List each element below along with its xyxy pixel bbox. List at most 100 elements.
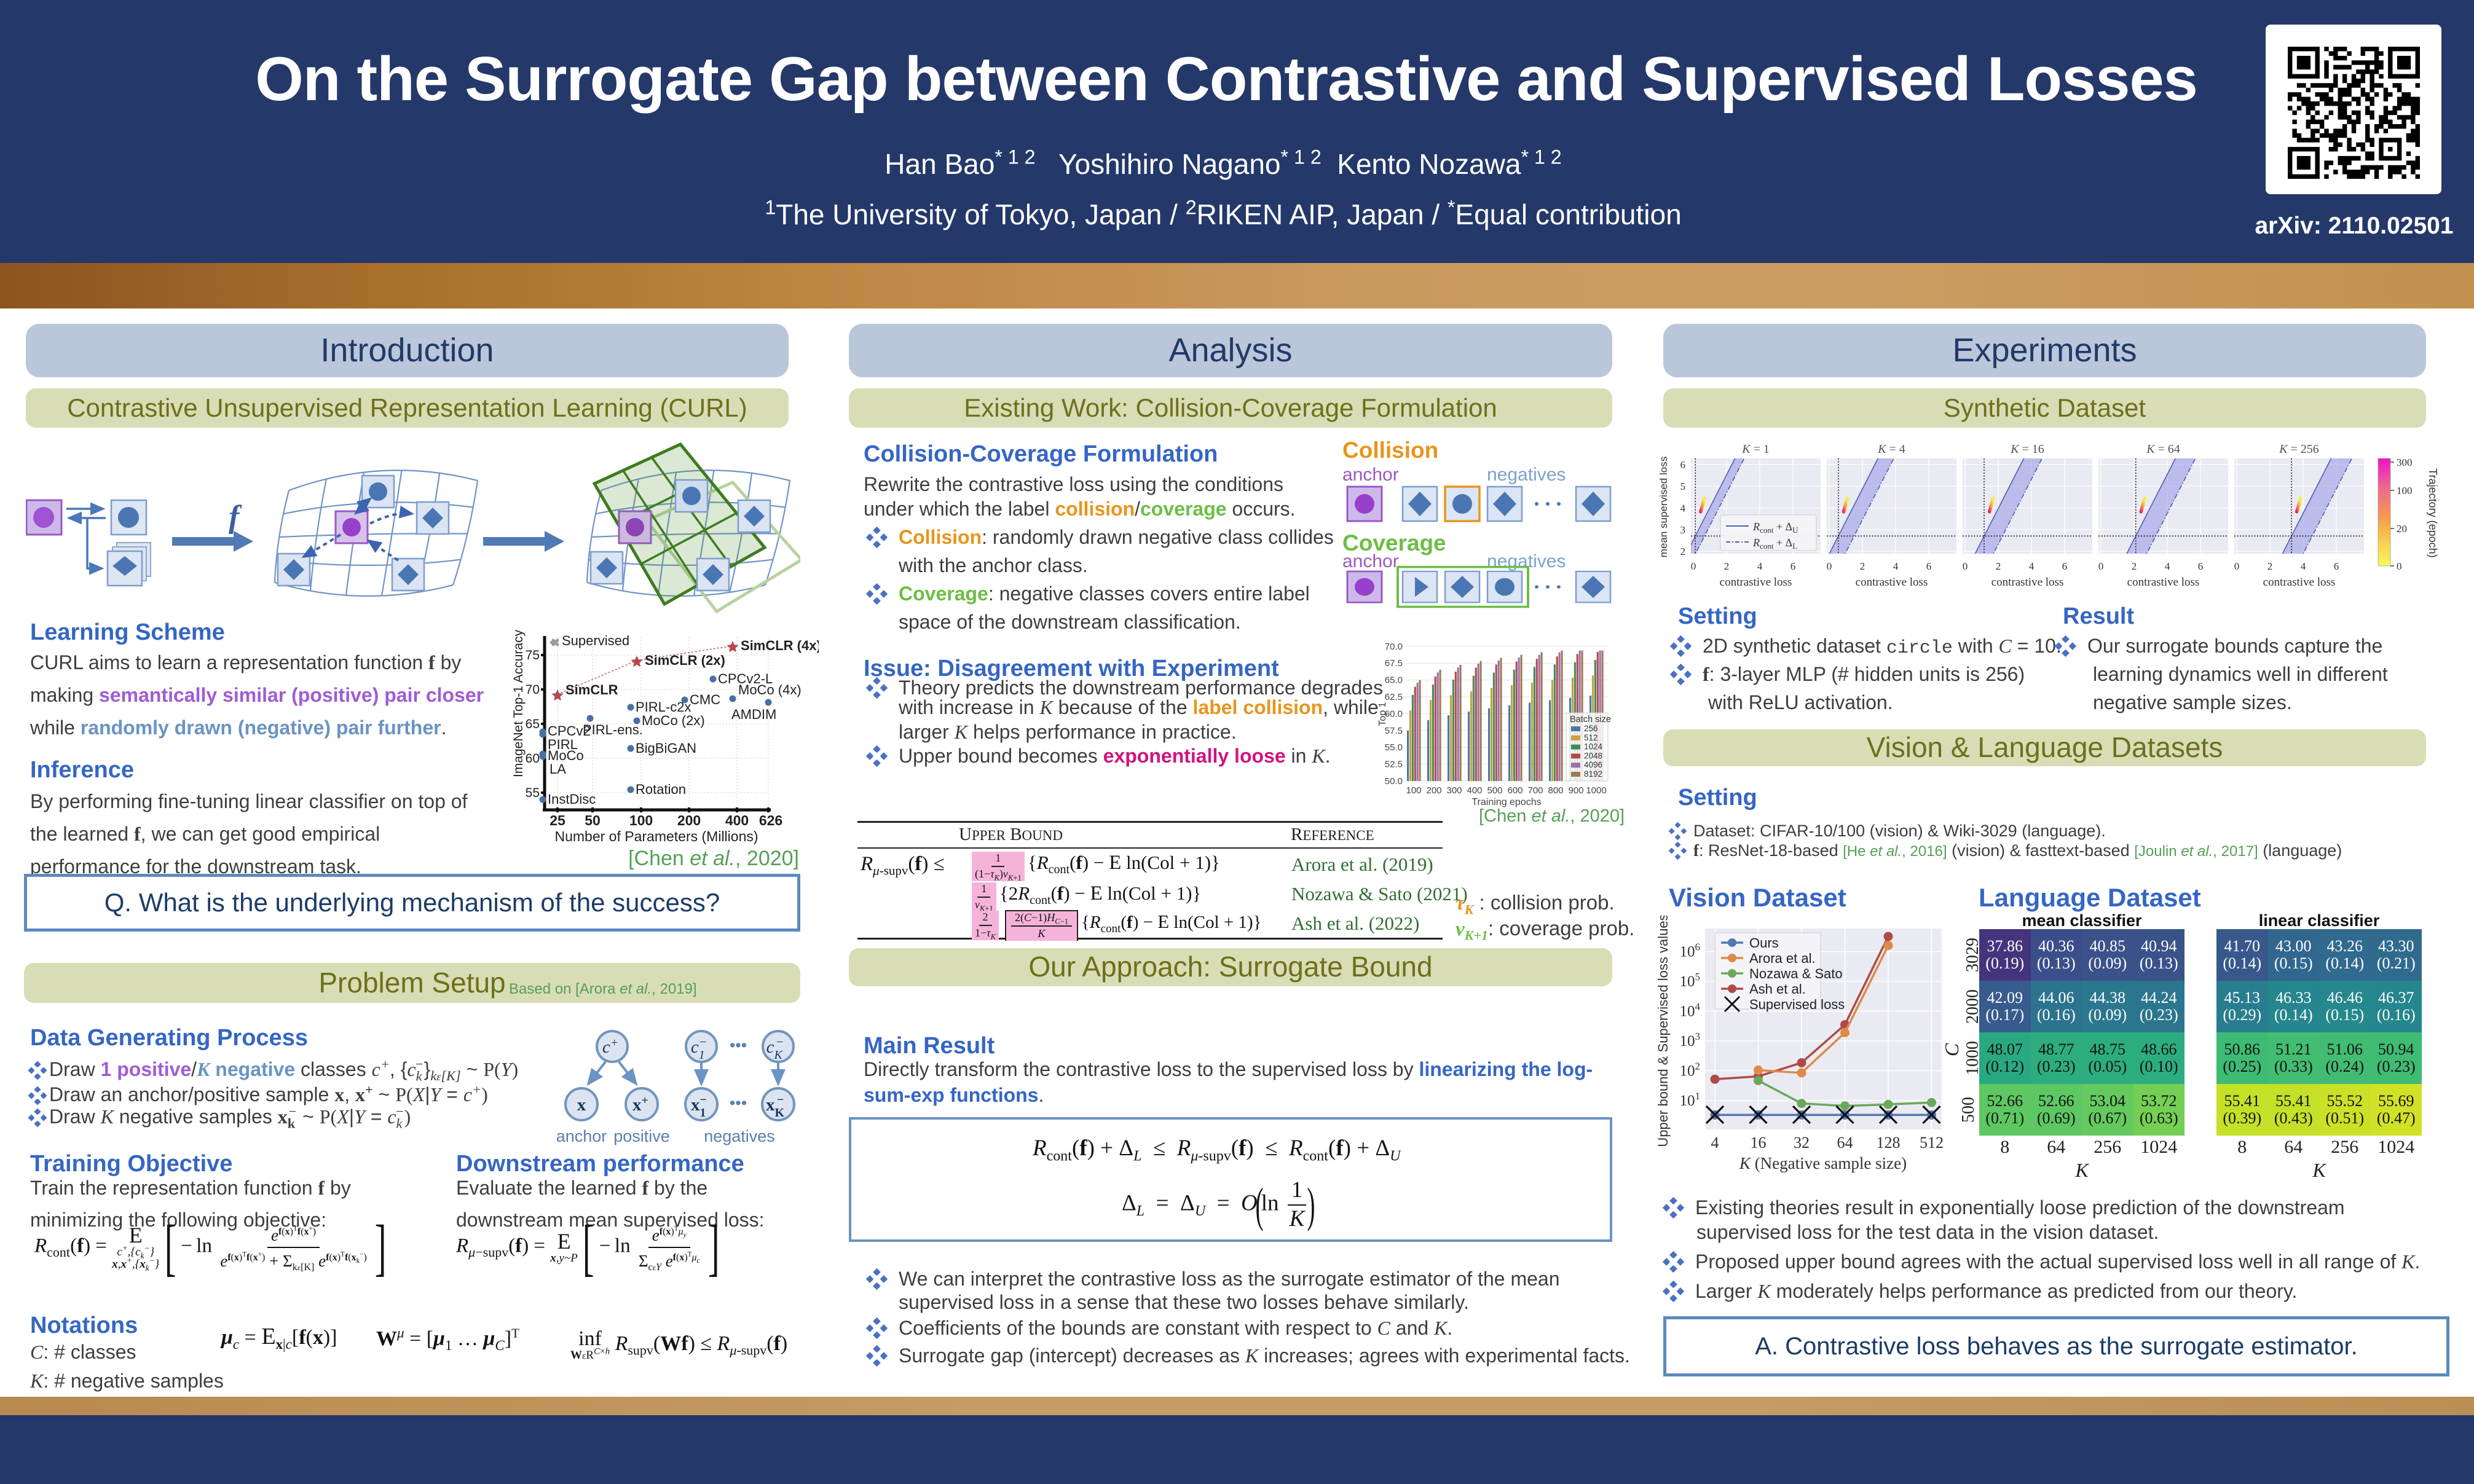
svg-text:25: 25 — [550, 812, 565, 828]
svg-text:Rotation: Rotation — [636, 782, 686, 797]
svg-text:64: 64 — [1837, 1134, 1853, 1152]
svg-text:50: 50 — [585, 812, 601, 828]
svg-text:65: 65 — [526, 717, 540, 731]
svg-text:8192: 8192 — [1584, 769, 1602, 779]
svg-text:Rcont + ΔU: Rcont + ΔU — [1752, 520, 1798, 535]
svg-text:6: 6 — [1790, 560, 1796, 572]
svg-text:1000: 1000 — [1586, 785, 1606, 796]
svg-text:MoCo (2x): MoCo (2x) — [642, 713, 705, 728]
svg-text:Nozawa & Sato: Nozawa & Sato — [1749, 966, 1843, 981]
svg-text:MoCo (4x): MoCo (4x) — [738, 682, 802, 697]
svg-text:67.5: 67.5 — [1385, 658, 1403, 669]
svg-text:PIRL-ens.: PIRL-ens. — [583, 722, 643, 737]
svg-text:60: 60 — [526, 752, 540, 766]
svg-text:102: 102 — [1680, 1061, 1701, 1080]
svg-text:negatives: negatives — [704, 1127, 775, 1145]
svg-text:0: 0 — [2098, 560, 2104, 572]
svg-text:6: 6 — [1926, 560, 1932, 572]
svg-text:4: 4 — [1711, 1134, 1719, 1152]
svg-text:100: 100 — [629, 812, 653, 828]
svg-text:2: 2 — [2132, 560, 2137, 572]
svg-text:62.5: 62.5 — [1385, 692, 1403, 702]
svg-text:Training epochs: Training epochs — [1471, 797, 1541, 807]
svg-text:300: 300 — [1446, 785, 1462, 796]
svg-text:6: 6 — [2334, 560, 2339, 572]
svg-text:K = 1: K = 1 — [1741, 442, 1770, 456]
svg-text:200: 200 — [677, 812, 701, 828]
svg-text:CPCv2-L: CPCv2-L — [718, 671, 773, 686]
svg-text:6: 6 — [2062, 560, 2068, 572]
svg-text:128: 128 — [1877, 1134, 1901, 1152]
svg-text:0: 0 — [2397, 560, 2402, 572]
svg-text:900: 900 — [1568, 785, 1583, 796]
svg-text:600: 600 — [1507, 785, 1523, 796]
svg-text:contrastive loss: contrastive loss — [2127, 576, 2200, 589]
svg-text:256: 256 — [1584, 724, 1598, 733]
svg-text:512: 512 — [1584, 733, 1598, 742]
svg-text:SimCLR: SimCLR — [565, 682, 618, 697]
svg-text:positive: positive — [613, 1127, 670, 1145]
svg-text:500: 500 — [1487, 785, 1502, 796]
svg-text:2048: 2048 — [1584, 751, 1602, 760]
svg-text:65.0: 65.0 — [1385, 675, 1403, 686]
svg-text:0: 0 — [1827, 560, 1832, 572]
svg-text:K = 16: K = 16 — [2010, 442, 2044, 456]
svg-text:SimCLR (4x): SimCLR (4x) — [741, 638, 819, 653]
svg-text:Trajectory (epoch): Trajectory (epoch) — [2427, 468, 2439, 557]
svg-text:104: 104 — [1680, 1001, 1701, 1020]
svg-text:4: 4 — [1757, 560, 1763, 572]
svg-text:200: 200 — [1426, 785, 1441, 796]
svg-text:K = 256: K = 256 — [2279, 442, 2319, 456]
svg-text:Ours: Ours — [1749, 935, 1779, 951]
svg-text:100: 100 — [2397, 485, 2413, 497]
svg-text:70.0: 70.0 — [1385, 642, 1403, 652]
svg-text:Arora et al.: Arora et al. — [1749, 951, 1816, 966]
svg-text:2: 2 — [2267, 560, 2273, 572]
svg-text:2: 2 — [1680, 546, 1686, 557]
svg-text:16: 16 — [1751, 1134, 1767, 1152]
svg-text:800: 800 — [1548, 785, 1563, 796]
svg-text:3: 3 — [1680, 524, 1686, 536]
svg-text:Upper bound & Supervised loss: Upper bound & Supervised loss values — [1655, 916, 1671, 1147]
svg-text:Supervised loss: Supervised loss — [1749, 997, 1845, 1012]
svg-text:4096: 4096 — [1584, 760, 1602, 769]
svg-text:2: 2 — [1724, 560, 1730, 572]
svg-text:105: 105 — [1680, 971, 1701, 990]
svg-text:CPCv2: CPCv2 — [548, 723, 591, 739]
svg-text:contrastive loss: contrastive loss — [1991, 576, 2064, 589]
svg-text:CMC: CMC — [690, 692, 720, 707]
svg-text:anchor: anchor — [556, 1127, 607, 1145]
svg-text:4: 4 — [2165, 560, 2170, 572]
svg-text:•••: ••• — [730, 1036, 747, 1054]
svg-text:5: 5 — [1680, 481, 1686, 492]
svg-text:LA: LA — [550, 761, 566, 777]
svg-text:BigBiGAN: BigBiGAN — [636, 740, 696, 756]
svg-text:Supervised: Supervised — [562, 633, 629, 648]
svg-text:MoCo: MoCo — [548, 748, 584, 763]
svg-text:20: 20 — [2397, 523, 2407, 535]
svg-text:70: 70 — [526, 683, 540, 697]
svg-text:32: 32 — [1794, 1134, 1810, 1152]
svg-text:0: 0 — [2234, 560, 2240, 572]
svg-text:Top 1: Top 1 — [1377, 702, 1388, 726]
svg-text:Ash et al.: Ash et al. — [1749, 981, 1806, 997]
svg-text:626: 626 — [759, 812, 782, 828]
svg-text:xK−: xK− — [766, 1093, 785, 1120]
svg-text:2: 2 — [1860, 560, 1865, 572]
svg-text:0: 0 — [1691, 560, 1696, 572]
svg-text:2: 2 — [1996, 560, 2001, 572]
svg-text:106: 106 — [1680, 941, 1701, 960]
svg-text:6: 6 — [1680, 459, 1686, 471]
svg-text:50.0: 50.0 — [1385, 776, 1403, 787]
svg-text:SimCLR (2x): SimCLR (2x) — [645, 653, 725, 668]
svg-text:mean supervised loss: mean supervised loss — [1658, 457, 1669, 557]
svg-text:PIRL-c2x: PIRL-c2x — [636, 699, 691, 715]
svg-text:contrastive loss: contrastive loss — [1720, 576, 1792, 589]
svg-text:4: 4 — [1893, 560, 1899, 572]
svg-text:0: 0 — [1963, 560, 1968, 572]
svg-text:InstDisc: InstDisc — [548, 791, 596, 807]
svg-text:100: 100 — [1406, 785, 1421, 796]
svg-text:4: 4 — [2301, 560, 2306, 572]
svg-text:400: 400 — [725, 812, 749, 828]
svg-text:52.5: 52.5 — [1385, 760, 1403, 770]
